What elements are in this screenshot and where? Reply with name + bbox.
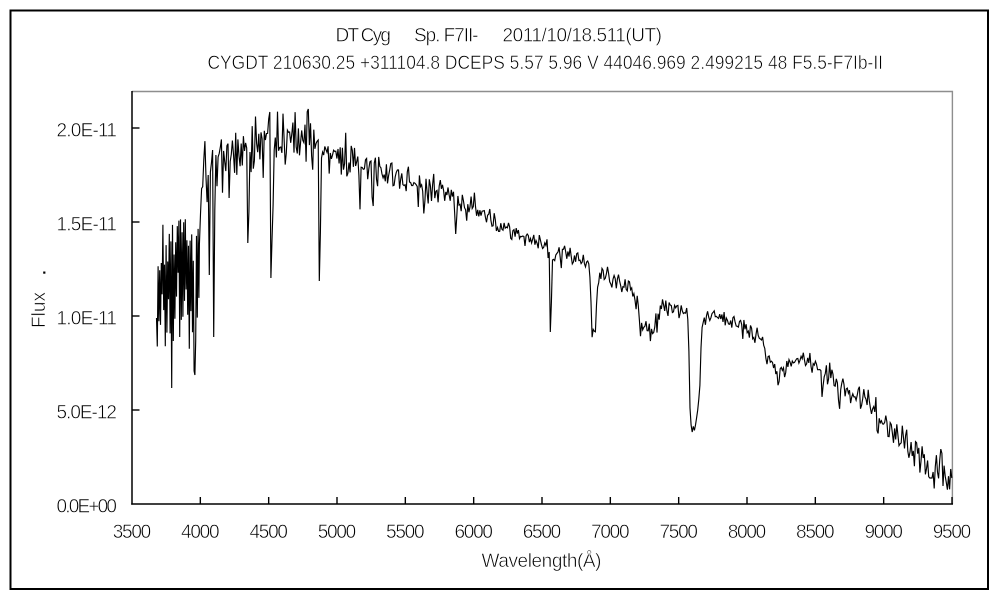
svg-text:Wavelength(Å): Wavelength(Å) [482,551,602,572]
svg-text:2.0E-11: 2.0E-11 [57,121,118,142]
svg-text:4000: 4000 [181,522,220,543]
svg-text:6000: 6000 [454,522,493,543]
svg-text:1.0E-11: 1.0E-11 [57,309,118,330]
svg-text:5.0E-12: 5.0E-12 [57,403,118,424]
svg-text:9000: 9000 [864,522,903,543]
svg-text:4500: 4500 [249,522,288,543]
svg-text:7500: 7500 [659,522,698,543]
svg-text:Sp. F7II-: Sp. F7II- [414,26,479,47]
svg-text:0.0E+00: 0.0E+00 [57,497,118,518]
svg-text:9500: 9500 [933,522,972,543]
svg-text:8000: 8000 [728,522,767,543]
svg-text:1.5E-11: 1.5E-11 [57,215,118,236]
svg-text:Flux: Flux [29,292,50,328]
svg-text:CYGDT 210630.25 +311104.8 DCEP: CYGDT 210630.25 +311104.8 DCEPS 5.57 5.9… [208,53,884,74]
svg-text:8500: 8500 [796,522,835,543]
svg-text:3500: 3500 [113,522,152,543]
svg-text:5500: 5500 [386,522,425,543]
svg-text:6500: 6500 [523,522,562,543]
svg-text:5000: 5000 [318,522,357,543]
svg-text:DT Cyg: DT Cyg [336,26,392,47]
svg-text:2011/10/18.511(UT): 2011/10/18.511(UT) [503,26,663,47]
svg-text:7000: 7000 [591,522,630,543]
